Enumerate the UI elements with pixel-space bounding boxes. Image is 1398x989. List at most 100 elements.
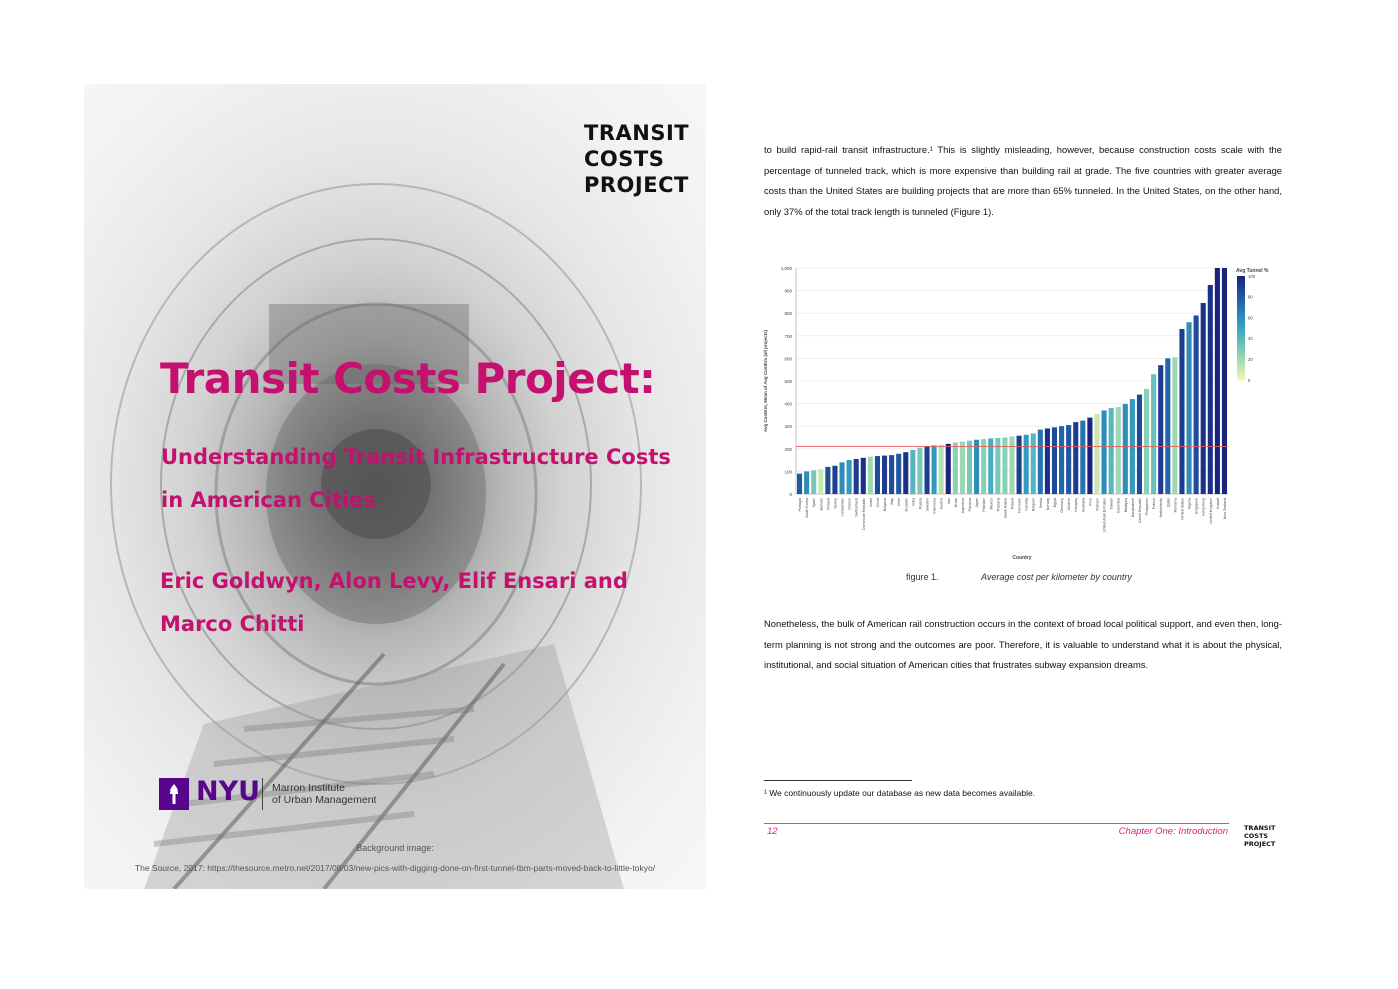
x-tick-label: Colombia	[1117, 498, 1121, 513]
chart-bar	[825, 466, 831, 494]
cover-authors: Eric Goldwyn, Alon Levy, Elif Ensari and…	[160, 560, 660, 646]
chart-bar	[818, 469, 824, 494]
chart-bar	[1108, 408, 1114, 494]
chart-bar	[1193, 315, 1199, 494]
y-tick-label: 0	[789, 492, 792, 497]
chart-bar	[1037, 429, 1043, 494]
legend-gradient-segment	[1237, 278, 1245, 282]
x-tick-label: Russia	[918, 498, 922, 509]
x-tick-label: Spain	[812, 498, 816, 507]
x-tick-label: Australia	[1081, 498, 1085, 512]
x-tick-label: Uzbekistan	[841, 498, 845, 516]
chart-bar	[796, 473, 803, 494]
chart-bar	[1101, 410, 1107, 494]
legend-tick-label: 60	[1248, 315, 1253, 320]
legend-gradient-segment	[1237, 315, 1245, 318]
chart-bar	[988, 438, 994, 494]
x-tick-label: Argentina	[961, 498, 965, 513]
footer-logo-line: PROJECT	[1244, 840, 1276, 848]
x-tick-label: Peru	[1088, 498, 1092, 506]
x-tick-label: Chile	[897, 498, 901, 506]
cover-title: Transit Costs Project:	[160, 354, 656, 403]
legend-tick-label: 20	[1248, 357, 1253, 362]
x-tick-label: Norway	[1046, 498, 1050, 510]
body-paragraph-2: Nonetheless, the bulk of American rail c…	[764, 618, 1282, 671]
authors-line: Marco Chitti	[160, 612, 305, 636]
x-tick-label: Canada	[1025, 498, 1029, 511]
footer-logo-line: COSTS	[1244, 832, 1269, 840]
institute-line: of Urban Management	[272, 794, 377, 806]
x-tick-label: Romania	[1173, 498, 1177, 512]
chart-bar	[995, 437, 1001, 494]
chapter-title: Chapter One: Introduction	[1118, 826, 1228, 837]
x-tick-label: United Kingdom	[1209, 498, 1213, 524]
legend-gradient-segment	[1237, 341, 1245, 344]
legend-gradient-segment	[1237, 296, 1245, 300]
legend-gradient-segment	[1237, 312, 1245, 316]
legend-gradient-segment	[1237, 309, 1245, 313]
legend-gradient-segment	[1237, 299, 1245, 303]
tunnel-background-image	[110, 183, 642, 889]
chart-bar	[959, 441, 965, 494]
legend-gradient-segment	[1237, 372, 1245, 376]
legend-gradient-segment	[1237, 302, 1245, 305]
x-tick-label: United Arab Emirates	[1103, 498, 1107, 532]
nyu-wordmark: NYU	[196, 776, 261, 807]
chart-bar	[811, 470, 817, 494]
legend-gradient-segment	[1237, 364, 1245, 368]
cost-by-country-chart: 01002003004005006007008009001,000Portuga…	[763, 266, 1269, 561]
chart-bar	[1051, 427, 1058, 494]
y-tick-label: 300	[784, 424, 792, 429]
chart-bar	[1144, 388, 1150, 494]
footer-divider	[764, 823, 1229, 824]
chart-bar	[1094, 413, 1100, 494]
chart-bar	[1214, 268, 1220, 494]
chart-bar	[860, 457, 866, 494]
x-tick-label: Panama	[968, 498, 972, 511]
chart-bar	[1165, 358, 1171, 494]
x-tick-label: Taiwan	[1110, 498, 1114, 509]
x-tick-label: Kuwait	[1216, 498, 1220, 509]
image-credit-label: Background image:	[356, 843, 434, 853]
x-tick-label: Austria	[940, 498, 944, 509]
chart-bar	[924, 446, 930, 494]
legend-title: Avg Tunnel %	[1236, 268, 1269, 274]
chart-bar	[1158, 365, 1164, 494]
chart-bar	[1016, 435, 1022, 494]
cover-page: TRANSIT COSTS PROJECT Transit Costs Proj…	[84, 84, 706, 889]
y-tick-label: 900	[784, 289, 792, 294]
cover-subtitle-line: Understanding Transit Infrastructure Cos…	[161, 445, 671, 469]
x-tick-label: Singapore	[1195, 498, 1199, 514]
x-tick-label: Philippines	[1145, 498, 1149, 516]
legend-gradient-segment	[1237, 276, 1245, 279]
chart-bar	[945, 443, 951, 494]
x-tick-label: Thailand	[996, 498, 1000, 512]
chart-bar	[1115, 406, 1121, 494]
x-tick-label: Iran	[947, 498, 951, 504]
x-tick-label: Greece	[848, 498, 852, 510]
x-tick-label: Ecuador	[904, 497, 908, 511]
footnote: ¹ We continuously update our database as…	[764, 788, 1036, 798]
chart-bar	[1080, 420, 1086, 494]
chart-bar	[903, 452, 909, 494]
institute-name: Marron Institute of Urban Management	[272, 782, 376, 806]
chart-bar	[1073, 422, 1079, 494]
x-tick-label: Italy	[890, 498, 894, 505]
x-axis-label: Country	[1012, 555, 1031, 561]
x-tick-label: Bangladesh	[1131, 498, 1135, 517]
legend-gradient-segment	[1237, 361, 1245, 365]
cover-logo: TRANSIT COSTS PROJECT	[584, 120, 689, 198]
y-axis-label: Avg CostKm, Mean of Avg CostKm (all proj…	[763, 329, 768, 432]
x-tick-label: Belgium	[1032, 498, 1036, 511]
footer-logo-line: TRANSIT	[1244, 824, 1276, 832]
chart-bar	[938, 444, 944, 494]
chart-bar	[846, 460, 852, 494]
x-tick-label: Japan	[975, 498, 979, 508]
x-tick-label: Ukraine	[1067, 498, 1071, 510]
x-tick-label: Portugal	[798, 498, 802, 512]
chart-bar	[1009, 436, 1015, 494]
legend-tick-label: 100	[1248, 274, 1256, 279]
y-tick-label: 400	[784, 402, 792, 407]
y-tick-label: 700	[784, 334, 792, 339]
y-tick-label: 800	[784, 311, 792, 316]
